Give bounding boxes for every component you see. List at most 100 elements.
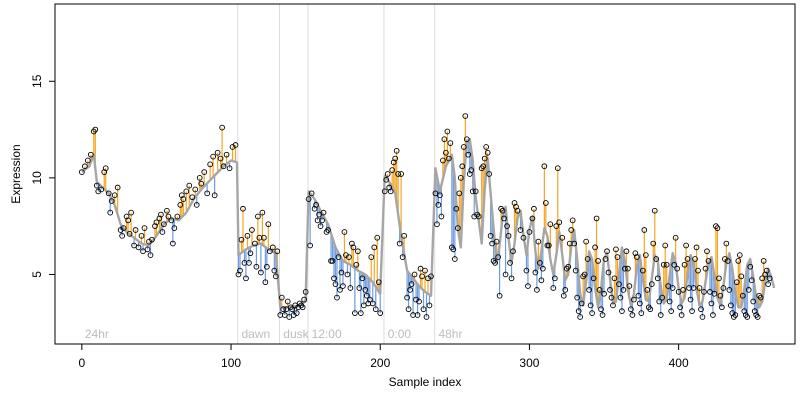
data-point	[372, 306, 379, 313]
data-point	[514, 207, 521, 214]
data-point	[601, 290, 607, 297]
data-point	[590, 275, 597, 282]
data-point	[613, 246, 619, 253]
data-point	[560, 292, 567, 299]
data-point	[125, 217, 131, 224]
data-point	[698, 306, 704, 313]
data-point	[269, 244, 276, 251]
data-point	[278, 294, 285, 301]
data-point	[525, 283, 531, 289]
data-point	[690, 285, 697, 291]
data-point	[619, 308, 625, 315]
data-point	[687, 296, 694, 303]
data-point	[357, 310, 364, 316]
data-point	[440, 157, 446, 164]
data-point	[677, 304, 683, 311]
data-point	[120, 225, 127, 231]
data-point	[725, 258, 731, 264]
data-point	[211, 192, 218, 199]
data-point	[669, 285, 676, 291]
data-point	[702, 265, 709, 272]
data-point	[636, 300, 643, 307]
residual-segments	[84, 116, 771, 317]
data-point	[451, 256, 458, 262]
data-point	[79, 169, 85, 175]
data-point	[293, 310, 300, 316]
data-point	[735, 258, 742, 264]
data-point	[255, 213, 261, 220]
data-point	[174, 213, 181, 220]
data-point	[510, 248, 516, 255]
data-point	[469, 188, 476, 195]
data-point	[571, 240, 578, 247]
data-point	[346, 254, 352, 260]
data-point	[526, 229, 533, 235]
data-point	[562, 287, 569, 293]
data-point	[220, 163, 227, 170]
data-point	[598, 306, 604, 313]
data-point	[264, 263, 270, 270]
data-point	[307, 242, 313, 249]
data-point	[149, 236, 155, 243]
data-point	[355, 248, 361, 255]
data-point	[705, 258, 712, 264]
data-point	[520, 234, 527, 241]
data-point	[214, 149, 221, 156]
data-point	[383, 176, 390, 183]
data-point	[237, 267, 243, 274]
data-point	[589, 310, 595, 316]
data-point	[684, 256, 691, 262]
data-point	[119, 232, 125, 239]
data-point	[189, 194, 196, 201]
data-point	[662, 242, 669, 249]
data-point	[262, 279, 269, 286]
data-point	[363, 292, 370, 299]
data-point	[541, 163, 548, 170]
data-point	[720, 285, 727, 291]
data-point	[107, 209, 114, 216]
data-point	[483, 144, 490, 150]
fitted-curve	[81, 137, 776, 309]
data-point	[517, 227, 524, 233]
data-point	[727, 302, 734, 309]
data-point	[301, 296, 308, 303]
data-point	[132, 227, 139, 233]
data-point	[437, 192, 443, 199]
data-point	[507, 260, 513, 266]
data-point	[623, 248, 630, 255]
data-point	[487, 232, 494, 239]
data-point	[320, 209, 327, 216]
data-point	[666, 298, 673, 305]
data-point	[435, 202, 442, 208]
data-point	[602, 256, 609, 262]
data-point	[569, 217, 576, 224]
data-point	[111, 192, 118, 199]
data-point	[381, 188, 388, 195]
data-point	[87, 151, 94, 158]
data-point	[265, 221, 272, 228]
data-point	[763, 267, 770, 274]
data-point	[389, 167, 396, 173]
data-point	[486, 171, 493, 177]
x-tick-label: 0	[79, 356, 86, 370]
data-point	[204, 190, 211, 197]
data-point	[468, 167, 475, 173]
data-point	[699, 314, 706, 320]
fitted-curve-layer	[81, 137, 776, 309]
segment-dividers	[237, 4, 436, 344]
data-point	[545, 242, 552, 249]
data-point	[374, 234, 381, 241]
data-point	[261, 234, 267, 241]
data-point	[207, 161, 214, 168]
data-point	[217, 155, 224, 162]
segment-labels: 24hr dawn dusk 12:00 0:00 48hr	[85, 327, 463, 341]
data-point	[504, 223, 510, 230]
data-point	[604, 248, 610, 255]
data-point	[653, 256, 660, 262]
data-point	[319, 217, 325, 224]
data-point	[170, 240, 176, 247]
data-point	[493, 238, 500, 245]
data-point	[369, 300, 376, 307]
data-point	[593, 215, 600, 222]
data-point	[105, 190, 112, 197]
